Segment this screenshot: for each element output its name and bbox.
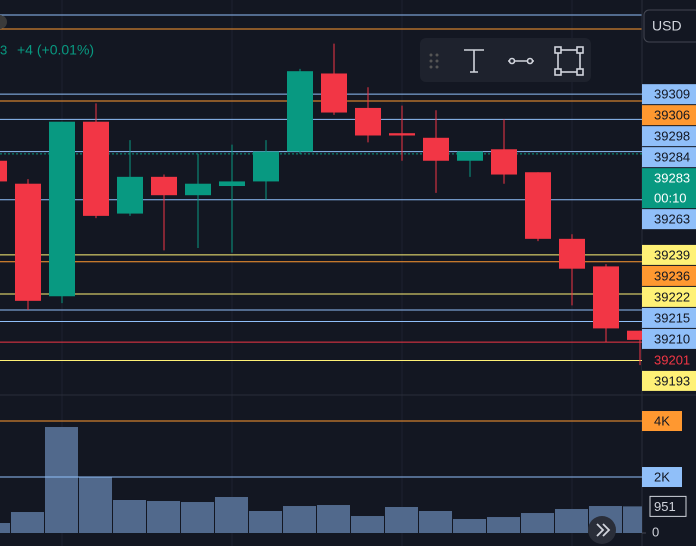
price-tag-label: 39309	[654, 87, 690, 102]
price-tag	[642, 307, 696, 328]
volume-bar	[249, 511, 282, 534]
price-tag	[642, 147, 696, 168]
volume-bar	[181, 502, 214, 534]
price-tag	[642, 244, 696, 265]
price-countdown: 00:10	[654, 191, 687, 206]
candle-body	[457, 151, 483, 161]
price-tag-label: 39222	[654, 289, 690, 304]
symbol-icon	[0, 15, 7, 29]
volume-bar	[45, 427, 78, 534]
drawing-toolbar	[420, 38, 591, 82]
plot	[0, 43, 642, 534]
header-last: 3	[0, 42, 7, 57]
scroll-right-button[interactable]	[588, 516, 616, 544]
volume-bar	[419, 511, 452, 534]
volume-bar	[11, 512, 44, 534]
price-tag	[642, 349, 696, 370]
price-tag-label: 39239	[654, 247, 690, 262]
rect-tool[interactable]	[554, 46, 584, 76]
price-tag-label: 39306	[654, 108, 690, 123]
price-tag	[642, 265, 696, 286]
candle-body	[321, 73, 347, 113]
volume-bar	[283, 506, 316, 534]
price-tag	[642, 84, 696, 105]
candle-body	[0, 160, 7, 182]
volume-bar	[555, 509, 588, 534]
volume-bar	[623, 506, 642, 534]
volume-bar	[79, 477, 112, 534]
text-tool[interactable]	[464, 49, 484, 73]
price-tag	[642, 126, 696, 147]
volume-bar	[147, 501, 180, 534]
candle-body	[117, 176, 143, 214]
candle-body	[287, 71, 313, 152]
candle-body	[185, 183, 211, 196]
volume-bar	[317, 505, 350, 534]
candle-body	[49, 121, 75, 297]
volume-tick-tag	[642, 411, 682, 432]
volume-bar	[0, 523, 10, 534]
volume-last-tag	[649, 495, 687, 517]
volume-bar	[521, 513, 554, 534]
price-axis: 0 2K 4K 951 39309 39306 39298 39284 39283 00:10 39…	[642, 84, 696, 539]
volume-bar	[487, 517, 520, 534]
candle-body	[593, 266, 619, 329]
candle-body	[491, 149, 517, 175]
line-tool[interactable]	[508, 57, 534, 65]
candle-body	[253, 151, 279, 182]
volume-bar	[453, 519, 486, 534]
volume-bar	[113, 499, 146, 534]
price-tag-label: 39298	[654, 129, 690, 144]
price-tag-label: 39201	[654, 352, 690, 367]
candle-body	[355, 107, 381, 136]
candle-body	[219, 181, 245, 187]
header-change: +4 (+0.01%)	[17, 42, 94, 58]
price-tag	[642, 370, 696, 391]
volume-tick-label: 2K	[654, 469, 670, 484]
price-tag-label: 39284	[654, 150, 690, 165]
price-tag-label: 39236	[654, 268, 690, 283]
price-tag-label: 39263	[654, 212, 690, 227]
drag-handle[interactable]	[429, 53, 439, 69]
currency-button[interactable]: USD	[643, 9, 696, 43]
price-tag-label: 39193	[654, 373, 690, 388]
candle-body	[559, 238, 585, 269]
volume-tick-label: 4K	[654, 413, 670, 428]
candle-body	[151, 176, 177, 196]
candle-body	[423, 137, 449, 161]
candle-body	[525, 172, 551, 239]
volume-tick-tag	[642, 467, 682, 488]
candle-body	[15, 183, 41, 301]
volume-bar	[385, 506, 418, 534]
price-tag	[642, 209, 696, 230]
price-tag	[642, 105, 696, 126]
volume-bar	[351, 516, 384, 534]
price-tag-label: 39215	[654, 310, 690, 325]
currency-label: USD	[652, 18, 682, 34]
price-tag	[642, 328, 696, 349]
candle-body	[389, 133, 415, 136]
candle-body	[627, 330, 642, 340]
price-tag	[642, 286, 696, 307]
candle-body	[83, 121, 109, 216]
volume-tick-label: 0	[652, 524, 659, 539]
price-tag-label: 39283	[654, 171, 690, 186]
volume-last-label: 951	[654, 499, 676, 514]
price-tag-label: 39210	[654, 331, 690, 346]
price-tag	[642, 168, 696, 209]
volume-bar	[215, 497, 248, 534]
